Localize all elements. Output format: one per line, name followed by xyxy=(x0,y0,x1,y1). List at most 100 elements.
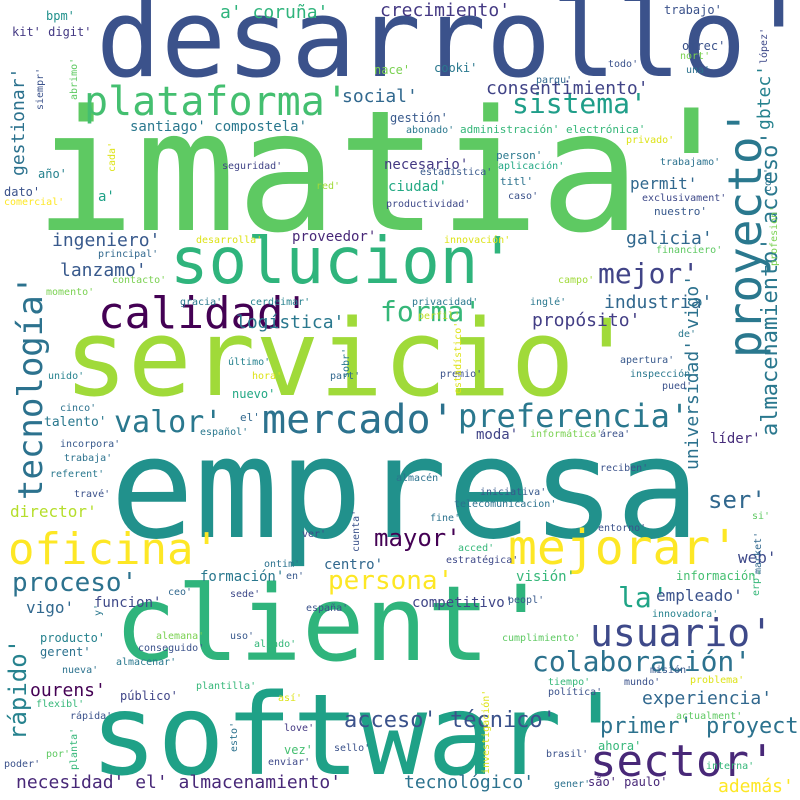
word: preferencia' xyxy=(458,397,690,435)
word: gener' xyxy=(554,779,591,790)
word: referent' xyxy=(50,469,105,480)
word: ofrec' xyxy=(682,39,726,53)
word: ceo' xyxy=(168,587,193,598)
word: persona' xyxy=(328,566,454,596)
word: estratégica' xyxy=(446,555,519,566)
word: primer' proyecto' xyxy=(600,714,800,739)
word: contacto' xyxy=(112,275,167,286)
word: españa' xyxy=(306,603,349,614)
word: todo' xyxy=(608,59,639,70)
word: kit' digit' xyxy=(12,25,92,39)
word: gbtec' xyxy=(754,64,775,130)
word: unido' xyxy=(48,371,85,382)
word: logística' xyxy=(236,312,345,333)
word: nace' xyxy=(374,63,411,77)
word: cooki' xyxy=(434,61,478,75)
word: galicia' xyxy=(626,228,713,249)
word: la' xyxy=(618,581,669,614)
word: último' xyxy=(228,357,271,368)
word: con' xyxy=(763,167,774,192)
word: softwar' xyxy=(90,671,630,800)
word: uso' xyxy=(230,631,255,642)
word: inglé' xyxy=(530,297,567,308)
word: são' paulo' xyxy=(588,775,668,789)
word: mejor' xyxy=(598,257,700,290)
word: proveedor' xyxy=(292,229,377,245)
word: visión' xyxy=(516,569,576,585)
word: oficina' xyxy=(8,524,220,575)
word: además' xyxy=(718,776,794,797)
word: misión' xyxy=(650,665,693,676)
word: vigo' xyxy=(26,598,75,617)
word: almacén' xyxy=(396,473,445,484)
word: innovadora' xyxy=(652,609,719,620)
word: plataforma' xyxy=(84,79,349,125)
word: una' xyxy=(686,65,711,76)
word: política' xyxy=(548,687,603,698)
word: abrimo' xyxy=(69,57,80,100)
word: proceso' xyxy=(12,568,138,598)
word: alemana' xyxy=(156,631,205,642)
word: brasil' xyxy=(546,749,589,760)
word: principal' xyxy=(98,249,159,260)
word: ahora' xyxy=(598,739,642,753)
word: director' xyxy=(10,502,97,521)
word: necesario' xyxy=(384,157,469,173)
word: gestionar' xyxy=(8,67,29,176)
word: gerent' xyxy=(40,645,91,659)
word: travé' xyxy=(74,489,111,500)
word: fine' xyxy=(430,513,461,524)
word: vez' xyxy=(284,743,313,757)
word: rápida' xyxy=(70,711,113,722)
word: competitivo' xyxy=(412,595,514,611)
word: iniciativa' xyxy=(480,487,547,498)
word: nort' xyxy=(680,51,711,62)
word: nuestro' xyxy=(654,205,707,218)
word: incorpora' xyxy=(60,439,121,450)
word: tecnológico' xyxy=(404,772,535,793)
word: acced' xyxy=(458,543,495,554)
word: propósito' xyxy=(532,310,641,331)
word: perfil' xyxy=(418,311,461,322)
word: poder' xyxy=(4,759,41,770)
word: así' xyxy=(278,693,303,704)
word: gracia' xyxy=(180,297,223,308)
word: centro' xyxy=(324,557,384,573)
word: interna' xyxy=(706,761,755,772)
word: forma' xyxy=(380,295,482,328)
word: abonado' xyxy=(406,125,455,136)
word: información' xyxy=(676,569,763,583)
word: español' xyxy=(200,427,249,438)
word: hora' xyxy=(252,371,283,382)
word: ingeniero' xyxy=(52,230,161,251)
word: productividad' xyxy=(386,199,471,210)
word: público' xyxy=(120,689,178,703)
word: funcion' xyxy=(94,595,162,611)
word: producto' xyxy=(40,631,106,645)
word: bpm' xyxy=(46,9,75,23)
word: financiero' xyxy=(656,245,723,256)
word: administración' electrónica' xyxy=(460,123,646,136)
word: empleado' xyxy=(656,586,743,605)
word: aplicación' xyxy=(498,161,565,172)
word: tiempo' xyxy=(548,677,591,688)
word: dato' xyxy=(4,185,41,199)
word: ver' xyxy=(302,529,327,540)
word: mundo' xyxy=(624,677,661,688)
word: cumplimiento' xyxy=(502,633,581,644)
word: el' xyxy=(240,411,260,424)
word: parqu' xyxy=(536,75,573,86)
word: exclusivament' xyxy=(642,193,727,204)
word: sello' xyxy=(334,743,371,754)
word: servicio' xyxy=(64,297,639,420)
word: permit' xyxy=(630,174,698,193)
word: investigación' xyxy=(481,689,492,774)
word: cuenta' xyxy=(351,509,362,552)
word: trabajamo' xyxy=(660,157,721,168)
word: cerdeimar' xyxy=(250,297,311,308)
word: market' xyxy=(753,531,764,574)
word: siempr' xyxy=(35,67,46,110)
word: calidad' xyxy=(98,288,310,339)
word: campo' xyxy=(558,275,595,286)
